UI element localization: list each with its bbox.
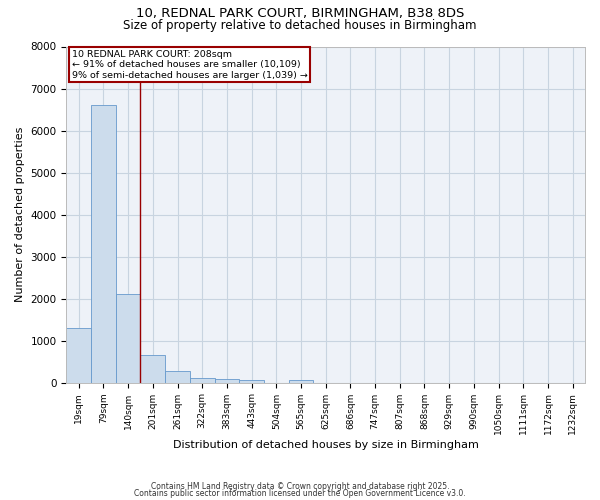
Bar <box>91 106 116 382</box>
X-axis label: Distribution of detached houses by size in Birmingham: Distribution of detached houses by size … <box>173 440 479 450</box>
Text: 10, REDNAL PARK COURT, BIRMINGHAM, B38 8DS: 10, REDNAL PARK COURT, BIRMINGHAM, B38 8… <box>136 8 464 20</box>
Y-axis label: Number of detached properties: Number of detached properties <box>15 127 25 302</box>
Bar <box>289 380 313 382</box>
Bar <box>140 356 165 382</box>
Bar <box>215 379 239 382</box>
Bar <box>165 371 190 382</box>
Text: Contains public sector information licensed under the Open Government Licence v3: Contains public sector information licen… <box>134 490 466 498</box>
Bar <box>239 380 264 382</box>
Text: 10 REDNAL PARK COURT: 208sqm
← 91% of detached houses are smaller (10,109)
9% of: 10 REDNAL PARK COURT: 208sqm ← 91% of de… <box>71 50 307 80</box>
Bar <box>67 328 91 382</box>
Bar <box>190 378 215 382</box>
Text: Contains HM Land Registry data © Crown copyright and database right 2025.: Contains HM Land Registry data © Crown c… <box>151 482 449 491</box>
Bar <box>116 294 140 382</box>
Text: Size of property relative to detached houses in Birmingham: Size of property relative to detached ho… <box>123 19 477 32</box>
